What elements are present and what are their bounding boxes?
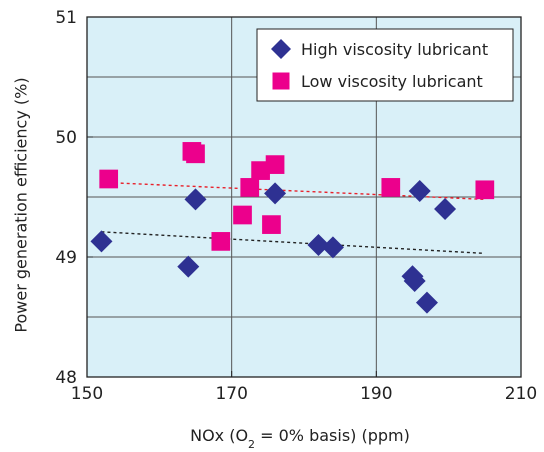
low-viscosity-point: [99, 169, 119, 189]
x-tick-label: 210: [505, 384, 537, 404]
legend-marker-2: [272, 72, 290, 90]
legend-label-2: Low viscosity lubricant: [301, 72, 483, 91]
low-viscosity-point: [475, 180, 495, 200]
trend-line-1: [101, 231, 485, 255]
low-viscosity-point: [251, 161, 270, 180]
y-axis-title: Power generation efficiency (%): [12, 77, 31, 332]
tick-marks: [86, 16, 522, 378]
high-viscosity-point: [307, 234, 330, 256]
high-viscosity-point: [415, 291, 438, 314]
high-viscosity-point: [90, 230, 113, 253]
x-axis-title: NOx (O2 = 0% basis) (ppm): [190, 426, 410, 451]
high-viscosity-point: [184, 188, 207, 211]
x-tick-label: 190: [360, 384, 392, 404]
x-tick-label: 170: [215, 384, 247, 404]
legend-box: [256, 28, 514, 102]
high-viscosity-point: [403, 270, 426, 292]
legend-label-1: High viscosity lubricant: [301, 40, 488, 59]
high-viscosity-point: [177, 255, 200, 278]
x-tick-label: 150: [71, 384, 103, 404]
legend-items: High viscosity lubricant Low viscosity lu…: [271, 39, 488, 91]
low-viscosity-point: [240, 178, 260, 197]
high-viscosity-point: [321, 236, 344, 259]
low-viscosity-point: [211, 232, 231, 251]
low-viscosity-point: [186, 144, 205, 164]
legend-marker-1: [271, 39, 291, 59]
tick-labels: 150 170 190 210 48 49 50 51: [55, 8, 537, 404]
high-viscosity-point: [408, 180, 431, 202]
low-viscosity-point: [262, 215, 281, 234]
plot-frame: [86, 16, 522, 378]
low-viscosity-point: [381, 178, 401, 197]
low-viscosity-point: [265, 155, 285, 174]
y-tick-label: 51: [55, 8, 77, 28]
legend: High viscosity lubricant Low viscosity lu…: [256, 28, 514, 102]
high-viscosity-point: [434, 198, 457, 220]
y-tick-label: 49: [55, 248, 77, 268]
y-tick-label: 48: [55, 368, 77, 388]
high-viscosity-point: [264, 182, 287, 205]
data-points: [90, 142, 495, 314]
y-tick-label: 50: [55, 128, 77, 148]
low-viscosity-point: [233, 205, 252, 225]
